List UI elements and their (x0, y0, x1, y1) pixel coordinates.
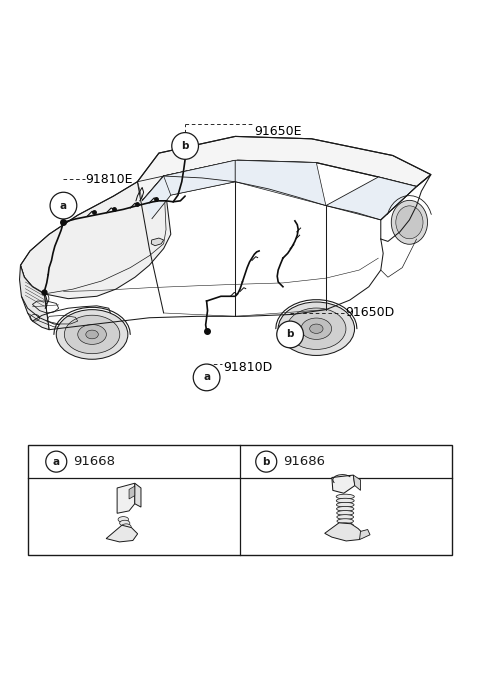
Polygon shape (129, 486, 135, 499)
Ellipse shape (120, 520, 130, 526)
Ellipse shape (337, 515, 354, 519)
Ellipse shape (337, 523, 353, 528)
Polygon shape (326, 177, 417, 220)
Polygon shape (137, 136, 431, 201)
Ellipse shape (336, 498, 354, 503)
Ellipse shape (301, 318, 332, 339)
Text: 91668: 91668 (73, 455, 115, 468)
Text: 91650E: 91650E (254, 125, 302, 138)
Ellipse shape (64, 315, 120, 354)
Circle shape (277, 321, 303, 348)
Circle shape (193, 364, 220, 391)
Ellipse shape (337, 519, 353, 524)
Polygon shape (21, 176, 171, 299)
Text: 91650D: 91650D (345, 306, 394, 319)
Text: b: b (287, 330, 294, 339)
Text: b: b (263, 457, 270, 466)
Circle shape (256, 451, 277, 472)
Bar (28, 445, 452, 555)
Ellipse shape (391, 200, 428, 244)
Polygon shape (332, 475, 355, 493)
Circle shape (172, 133, 199, 160)
Polygon shape (142, 160, 235, 219)
Text: 91810D: 91810D (223, 361, 273, 374)
Text: a: a (203, 372, 210, 383)
Polygon shape (106, 525, 138, 542)
Text: a: a (53, 457, 60, 466)
Polygon shape (117, 483, 135, 513)
Ellipse shape (287, 308, 346, 350)
Ellipse shape (336, 506, 354, 511)
Text: 91686: 91686 (283, 455, 325, 468)
Polygon shape (151, 238, 164, 246)
Text: b: b (181, 141, 189, 151)
Polygon shape (324, 523, 363, 541)
Ellipse shape (78, 325, 107, 345)
Ellipse shape (121, 524, 131, 530)
Polygon shape (353, 475, 360, 491)
Ellipse shape (336, 502, 354, 507)
Circle shape (46, 451, 67, 472)
Polygon shape (20, 266, 49, 330)
Ellipse shape (124, 531, 134, 537)
Ellipse shape (336, 510, 354, 515)
Ellipse shape (310, 324, 323, 334)
Polygon shape (235, 160, 326, 206)
Ellipse shape (396, 206, 423, 239)
Circle shape (50, 192, 77, 219)
Ellipse shape (118, 517, 129, 522)
Text: a: a (60, 201, 67, 211)
Ellipse shape (86, 330, 98, 338)
Polygon shape (164, 160, 235, 195)
Ellipse shape (336, 494, 354, 499)
Ellipse shape (56, 310, 128, 359)
Ellipse shape (123, 528, 132, 533)
Polygon shape (135, 483, 141, 507)
Ellipse shape (278, 302, 355, 356)
Polygon shape (360, 530, 370, 539)
Text: 91810E: 91810E (85, 173, 132, 186)
